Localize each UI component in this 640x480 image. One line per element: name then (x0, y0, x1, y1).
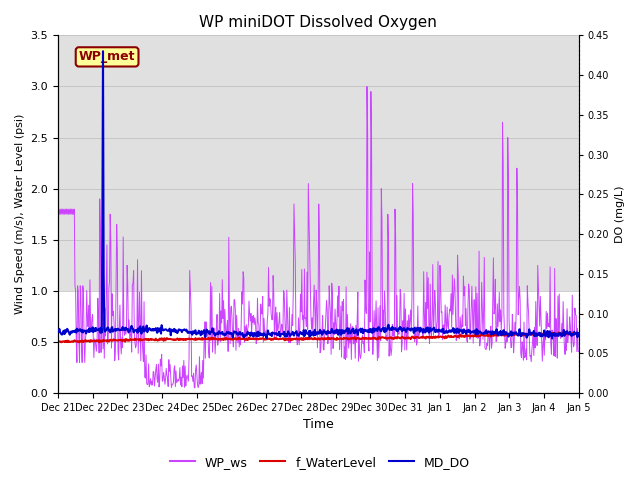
Legend: WP_ws, f_WaterLevel, MD_DO: WP_ws, f_WaterLevel, MD_DO (165, 451, 475, 474)
Y-axis label: Wind Speed (m/s), Water Level (psi): Wind Speed (m/s), Water Level (psi) (15, 114, 25, 314)
Bar (58, 36, 579, 291)
Text: WP_met: WP_met (79, 50, 135, 63)
Y-axis label: DO (mg/L): DO (mg/L) (615, 185, 625, 243)
Title: WP miniDOT Dissolved Oxygen: WP miniDOT Dissolved Oxygen (200, 15, 437, 30)
X-axis label: Time: Time (303, 419, 334, 432)
